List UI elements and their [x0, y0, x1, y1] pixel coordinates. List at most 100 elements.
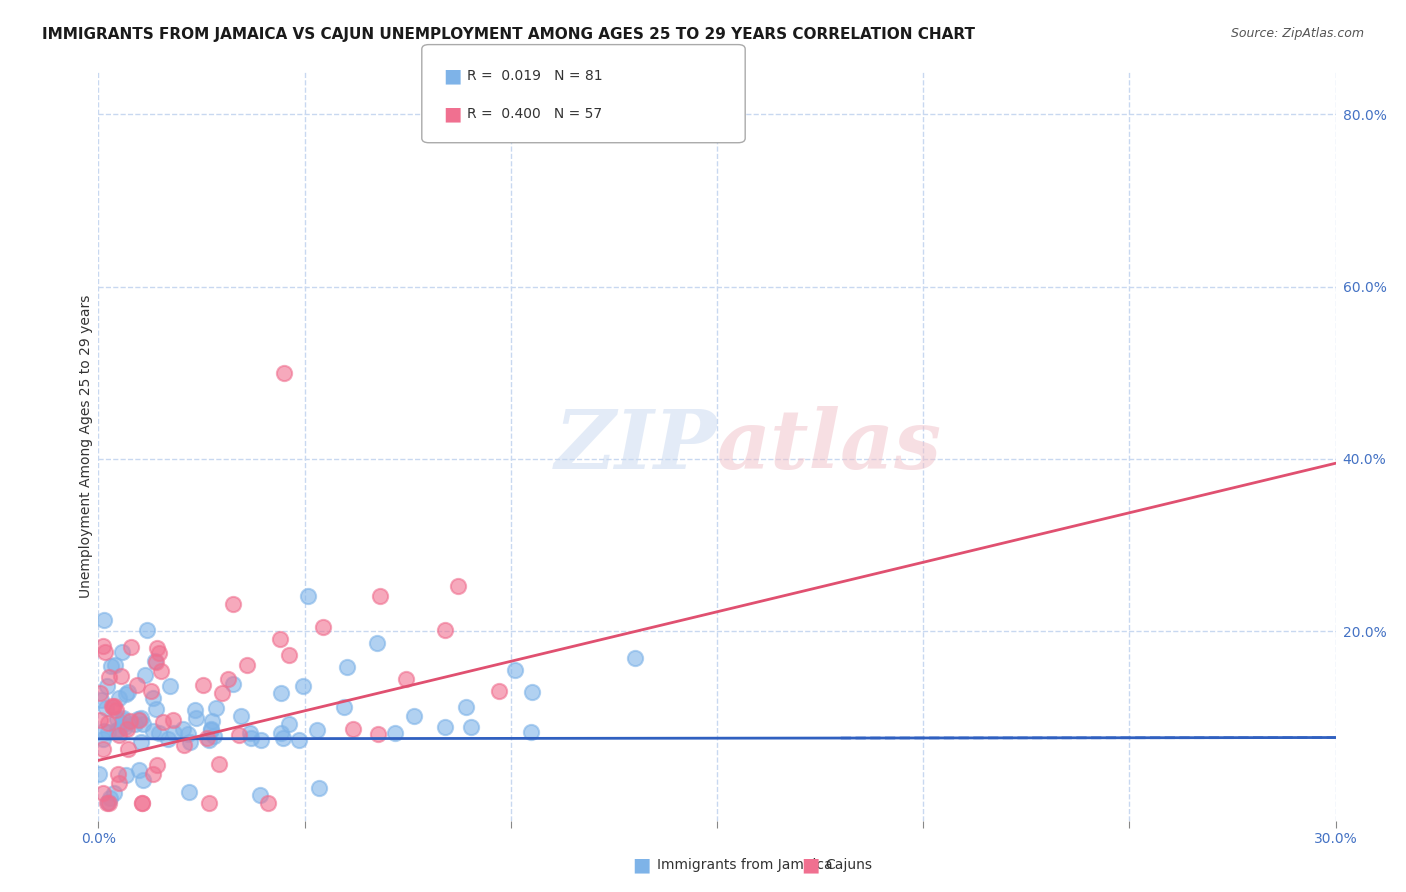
Cajuns — [269, 632, 291, 646]
Immigrants from Jamaica — [112, 710, 135, 724]
Immigrants from Jamaica — [179, 785, 201, 799]
Cajuns — [211, 686, 233, 700]
Cajuns — [117, 741, 139, 756]
Immigrants from Jamaica — [201, 714, 224, 728]
Cajuns — [108, 776, 131, 790]
Immigrants from Jamaica — [94, 701, 117, 715]
Cajuns — [103, 698, 125, 713]
Immigrants from Jamaica — [108, 690, 131, 705]
Immigrants from Jamaica — [93, 724, 115, 739]
Cajuns — [197, 797, 219, 811]
Immigrants from Jamaica — [186, 711, 208, 725]
Immigrants from Jamaica — [159, 679, 181, 693]
Immigrants from Jamaica — [249, 788, 271, 802]
Cajuns — [162, 713, 184, 727]
Immigrants from Jamaica — [124, 716, 146, 731]
Immigrants from Jamaica — [103, 786, 125, 800]
Immigrants from Jamaica — [163, 726, 186, 740]
Cajuns — [257, 797, 280, 811]
Immigrants from Jamaica — [305, 723, 328, 737]
Cajuns — [148, 646, 170, 660]
Immigrants from Jamaica — [90, 693, 112, 707]
Immigrants from Jamaica — [129, 735, 152, 749]
Immigrants from Jamaica — [100, 659, 122, 673]
Cajuns — [97, 715, 120, 730]
Immigrants from Jamaica — [136, 623, 159, 637]
Immigrants from Jamaica — [520, 684, 543, 698]
Immigrants from Jamaica — [200, 723, 222, 737]
Cajuns — [150, 664, 173, 678]
Immigrants from Jamaica — [132, 716, 155, 731]
Immigrants from Jamaica — [271, 731, 294, 745]
Cajuns — [97, 797, 120, 811]
Cajuns — [97, 670, 120, 684]
Immigrants from Jamaica — [179, 735, 201, 749]
Cajuns — [146, 758, 169, 772]
Immigrants from Jamaica — [288, 733, 311, 747]
Immigrants from Jamaica — [143, 654, 166, 668]
Immigrants from Jamaica — [142, 690, 165, 705]
Immigrants from Jamaica — [87, 766, 110, 780]
Text: ■: ■ — [633, 855, 651, 875]
Immigrants from Jamaica — [270, 686, 292, 700]
Immigrants from Jamaica — [505, 663, 527, 677]
Cajuns — [115, 722, 138, 736]
Immigrants from Jamaica — [96, 679, 118, 693]
Immigrants from Jamaica — [333, 700, 356, 714]
Cajuns — [236, 657, 259, 672]
Immigrants from Jamaica — [177, 727, 200, 741]
Cajuns — [108, 728, 131, 742]
Immigrants from Jamaica — [250, 733, 273, 747]
Cajuns — [93, 741, 115, 756]
Immigrants from Jamaica — [366, 636, 388, 650]
Immigrants from Jamaica — [134, 668, 156, 682]
Cajuns — [394, 672, 416, 686]
Text: R =  0.019   N = 81: R = 0.019 N = 81 — [467, 69, 602, 83]
Text: R =  0.400   N = 57: R = 0.400 N = 57 — [467, 107, 602, 121]
Cajuns — [193, 678, 215, 692]
Text: Source: ZipAtlas.com: Source: ZipAtlas.com — [1230, 27, 1364, 40]
Cajuns — [96, 797, 118, 811]
Immigrants from Jamaica — [97, 724, 120, 739]
Cajuns — [146, 640, 169, 655]
Immigrants from Jamaica — [110, 644, 132, 658]
Immigrants from Jamaica — [142, 724, 165, 739]
Immigrants from Jamaica — [336, 659, 359, 673]
Cajuns — [128, 713, 150, 727]
Cajuns — [368, 589, 391, 603]
Text: ■: ■ — [443, 66, 461, 86]
Immigrants from Jamaica — [297, 589, 319, 603]
Immigrants from Jamaica — [112, 713, 135, 727]
Cajuns — [342, 722, 364, 736]
Cajuns — [142, 767, 165, 781]
Cajuns — [139, 683, 162, 698]
Immigrants from Jamaica — [93, 613, 115, 627]
Immigrants from Jamaica — [97, 795, 120, 809]
Cajuns — [89, 713, 111, 727]
Immigrants from Jamaica — [132, 773, 155, 788]
Cajuns — [488, 684, 510, 698]
Text: ■: ■ — [443, 104, 461, 124]
Cajuns — [173, 738, 195, 752]
Immigrants from Jamaica — [145, 702, 167, 716]
Immigrants from Jamaica — [115, 688, 138, 702]
Cajuns — [222, 597, 245, 611]
Cajuns — [101, 699, 124, 714]
Immigrants from Jamaica — [434, 720, 457, 734]
Cajuns — [93, 645, 115, 659]
Text: Immigrants from Jamaica: Immigrants from Jamaica — [657, 858, 832, 872]
Cajuns — [208, 757, 231, 772]
Immigrants from Jamaica — [129, 711, 152, 725]
Immigrants from Jamaica — [460, 720, 482, 734]
Immigrants from Jamaica — [308, 781, 330, 796]
Cajuns — [312, 620, 335, 634]
Cajuns — [273, 366, 295, 380]
Cajuns — [120, 640, 142, 654]
Cajuns — [367, 727, 389, 741]
Cajuns — [105, 703, 128, 717]
Cajuns — [152, 715, 174, 730]
Y-axis label: Unemployment Among Ages 25 to 29 years: Unemployment Among Ages 25 to 29 years — [79, 294, 93, 598]
Immigrants from Jamaica — [277, 717, 299, 731]
Text: atlas: atlas — [717, 406, 942, 486]
Text: ZIP: ZIP — [554, 406, 717, 486]
